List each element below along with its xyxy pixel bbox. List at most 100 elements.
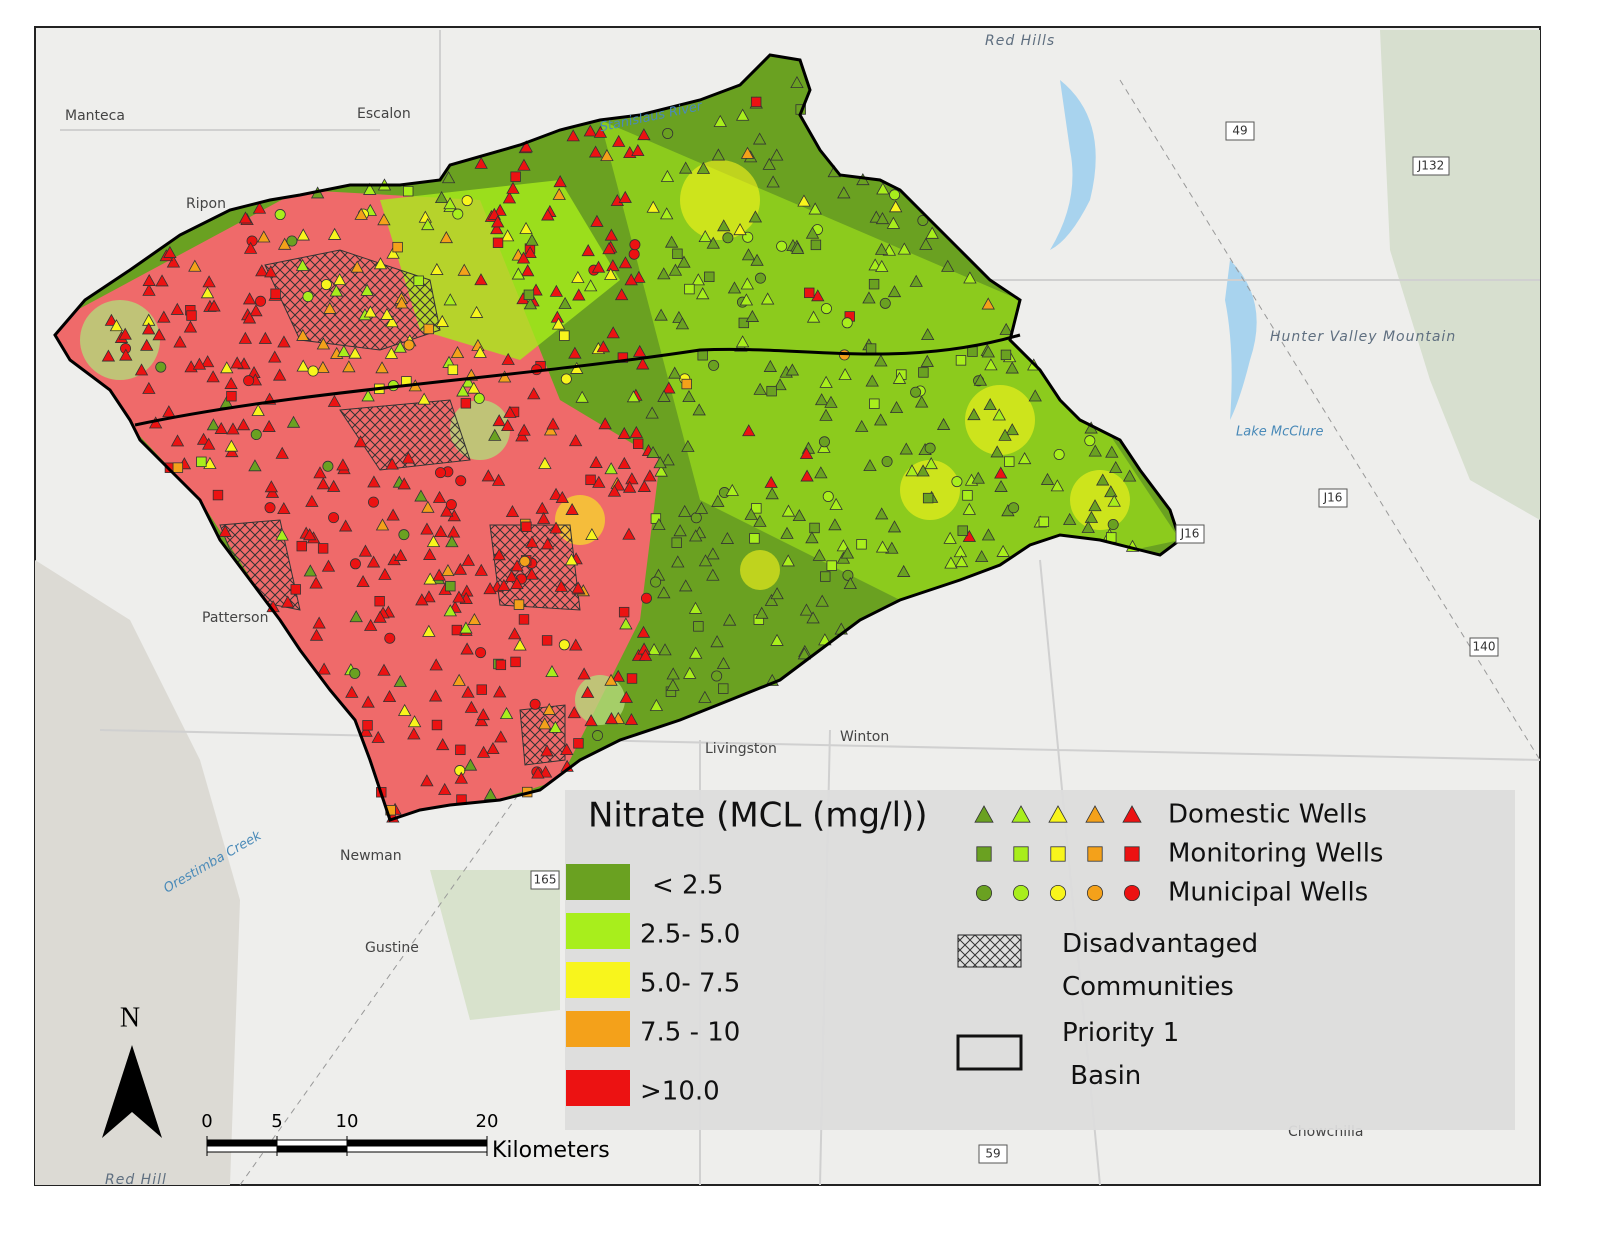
well-marker <box>101 349 116 362</box>
well-marker <box>666 667 680 680</box>
well-marker <box>166 255 181 268</box>
well-marker <box>257 230 271 243</box>
well-marker <box>683 666 697 679</box>
well-marker <box>879 297 891 309</box>
well-marker <box>394 296 409 309</box>
well-marker <box>1122 469 1137 482</box>
well-marker <box>690 512 702 524</box>
well-marker <box>295 258 310 271</box>
legend-swatch <box>566 1011 630 1047</box>
well-marker <box>377 213 391 226</box>
well-marker <box>740 146 755 159</box>
well-marker <box>910 386 922 398</box>
well-marker <box>327 227 342 240</box>
well-marker <box>118 327 132 340</box>
well-marker <box>892 371 907 384</box>
road-label: J132 <box>1417 159 1444 173</box>
well-marker <box>799 603 814 616</box>
well-marker <box>350 260 364 273</box>
well-marker <box>637 479 652 492</box>
well-marker <box>1084 510 1099 523</box>
well-marker <box>523 297 538 310</box>
well-marker <box>316 477 330 490</box>
well-marker <box>568 346 582 359</box>
legend-label: Disadvantaged Communities <box>1062 929 1258 1002</box>
well-marker <box>358 544 373 557</box>
well-marker <box>157 310 171 323</box>
well-marker <box>142 283 156 296</box>
well-marker <box>1107 494 1121 507</box>
north-arrow: N <box>102 1002 162 1138</box>
well-marker <box>373 610 387 623</box>
well-marker <box>552 187 566 200</box>
well-marker <box>375 361 389 374</box>
well-marker <box>962 502 977 515</box>
well-marker <box>954 555 969 568</box>
well-marker <box>397 703 412 716</box>
well-marker <box>375 518 390 531</box>
well-marker <box>704 271 715 283</box>
well-marker <box>626 673 638 684</box>
well-marker <box>1040 472 1055 485</box>
well-marker <box>436 738 450 751</box>
well-marker <box>423 572 437 585</box>
well-marker <box>808 202 822 215</box>
well-marker <box>220 361 234 374</box>
well-marker <box>753 382 767 395</box>
well-marker <box>505 504 520 518</box>
well-marker <box>805 531 819 544</box>
well-marker <box>826 560 837 571</box>
well-marker <box>996 544 1010 557</box>
well-marker <box>664 235 679 248</box>
well-marker <box>192 357 207 370</box>
well-marker <box>349 667 361 679</box>
road-shield <box>530 870 560 890</box>
well-marker <box>606 259 620 272</box>
legend-box <box>565 790 1515 1130</box>
well-marker <box>992 408 1006 421</box>
well-marker <box>660 207 674 220</box>
well-marker <box>327 394 342 407</box>
well-marker <box>632 270 646 283</box>
place-label: Livingston <box>705 741 777 757</box>
well-marker <box>581 244 595 257</box>
well-marker <box>538 456 552 469</box>
well-marker <box>542 702 556 715</box>
well-marker <box>632 438 644 449</box>
well-marker <box>511 267 526 280</box>
well-marker <box>438 782 452 795</box>
zone <box>740 550 780 590</box>
well-marker <box>506 181 520 194</box>
well-marker <box>517 423 531 436</box>
well-marker <box>242 292 257 305</box>
well-marker <box>1105 445 1119 458</box>
well-marker <box>750 96 762 108</box>
well-marker <box>654 464 668 477</box>
well-marker <box>202 437 216 450</box>
well-marker <box>650 513 662 524</box>
well-marker <box>566 129 580 142</box>
well-marker <box>443 293 457 306</box>
well-marker <box>316 337 331 350</box>
well-marker <box>1085 805 1105 823</box>
well-marker <box>590 214 604 227</box>
well-marker <box>841 317 853 329</box>
scale-segment <box>276 1145 348 1153</box>
well-marker <box>692 403 706 416</box>
well-marker <box>920 354 934 367</box>
well-marker <box>618 606 630 618</box>
well-marker <box>441 564 455 577</box>
well-marker <box>521 264 535 277</box>
well-marker <box>495 659 507 671</box>
well-marker <box>875 507 889 520</box>
well-marker <box>584 714 598 727</box>
well-marker <box>529 698 541 710</box>
well-marker <box>519 140 533 153</box>
well-marker <box>141 322 156 335</box>
well-marker <box>338 519 353 532</box>
well-marker <box>243 241 258 254</box>
well-marker <box>678 504 692 517</box>
well-marker <box>696 287 710 300</box>
well-marker <box>456 384 470 397</box>
well-marker <box>354 207 368 220</box>
